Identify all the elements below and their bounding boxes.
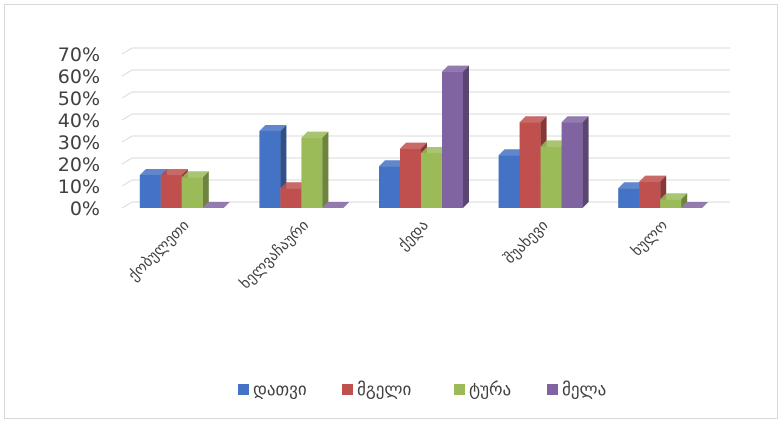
bar-front: [182, 177, 203, 208]
bar-front: [259, 131, 280, 208]
y-tick-label: 20%: [58, 154, 100, 176]
x-category-label: ხულო: [628, 216, 672, 260]
y-tick-label: 10%: [58, 176, 100, 198]
bar-front: [618, 188, 639, 208]
y-tick-label: 50%: [58, 88, 100, 110]
bar-side: [203, 171, 209, 208]
legend-item: ტურა: [454, 380, 511, 400]
y-tick-label: 60%: [58, 66, 100, 88]
legend-swatch: [547, 384, 558, 395]
legend-item: დათვი: [238, 380, 307, 400]
bar: [562, 116, 589, 208]
legend-item: მგელი: [342, 380, 411, 400]
bar-side: [322, 132, 328, 208]
legend-label: მელა: [562, 380, 606, 400]
legend-label: მგელი: [357, 380, 411, 400]
bar-front: [499, 155, 520, 208]
legend-swatch: [238, 384, 249, 395]
bar-front: [140, 175, 161, 208]
bar-front: [639, 182, 660, 208]
gridline-depth: [122, 202, 132, 208]
bar-side: [463, 66, 469, 208]
y-tick-label: 0%: [70, 198, 100, 220]
bar: [442, 66, 469, 208]
legend-swatch: [342, 384, 353, 395]
bar-front: [280, 188, 301, 208]
bar-front: [520, 122, 541, 208]
bar-front: [379, 166, 400, 208]
bars: [140, 66, 708, 208]
gridline-depth: [122, 180, 132, 186]
x-category-label: ქობულეთი: [124, 216, 192, 284]
bar: [660, 193, 687, 208]
bar-front: [660, 199, 681, 208]
gridline-depth: [122, 92, 132, 98]
y-axis-ticks: 0%10%20%30%40%50%60%70%: [58, 44, 100, 220]
x-category-label: შუახევი: [500, 216, 551, 267]
x-category-label: ხელვაჩაური: [236, 216, 312, 292]
bar-front: [442, 72, 463, 208]
gridline-depth: [122, 48, 132, 54]
legend: დათვი მგელი ტურა მელა: [238, 380, 606, 400]
bar: [301, 132, 328, 208]
gridline-depth: [122, 70, 132, 76]
x-axis-categories: ქობულეთი ხელვაჩაური ქედა შუახევი ხულო: [124, 216, 671, 292]
bar-front: [541, 146, 562, 208]
legend-swatch: [454, 384, 465, 395]
bar-side: [583, 116, 589, 208]
bar-front: [161, 175, 182, 208]
legend-label: ტურა: [469, 380, 511, 400]
bar-front: [562, 122, 583, 208]
bar-front: [301, 138, 322, 208]
y-tick-label: 70%: [58, 44, 100, 66]
bar-front: [400, 149, 421, 208]
y-tick-label: 30%: [58, 132, 100, 154]
gridline-depth: [122, 158, 132, 164]
gridline-depth: [122, 136, 132, 142]
bar: [182, 171, 209, 208]
x-category-label: ქედა: [394, 216, 432, 254]
legend-label: დათვი: [253, 380, 307, 400]
y-tick-label: 40%: [58, 110, 100, 132]
legend-item: მელა: [547, 380, 606, 400]
gridline-depth: [122, 114, 132, 120]
bar-front: [421, 153, 442, 208]
